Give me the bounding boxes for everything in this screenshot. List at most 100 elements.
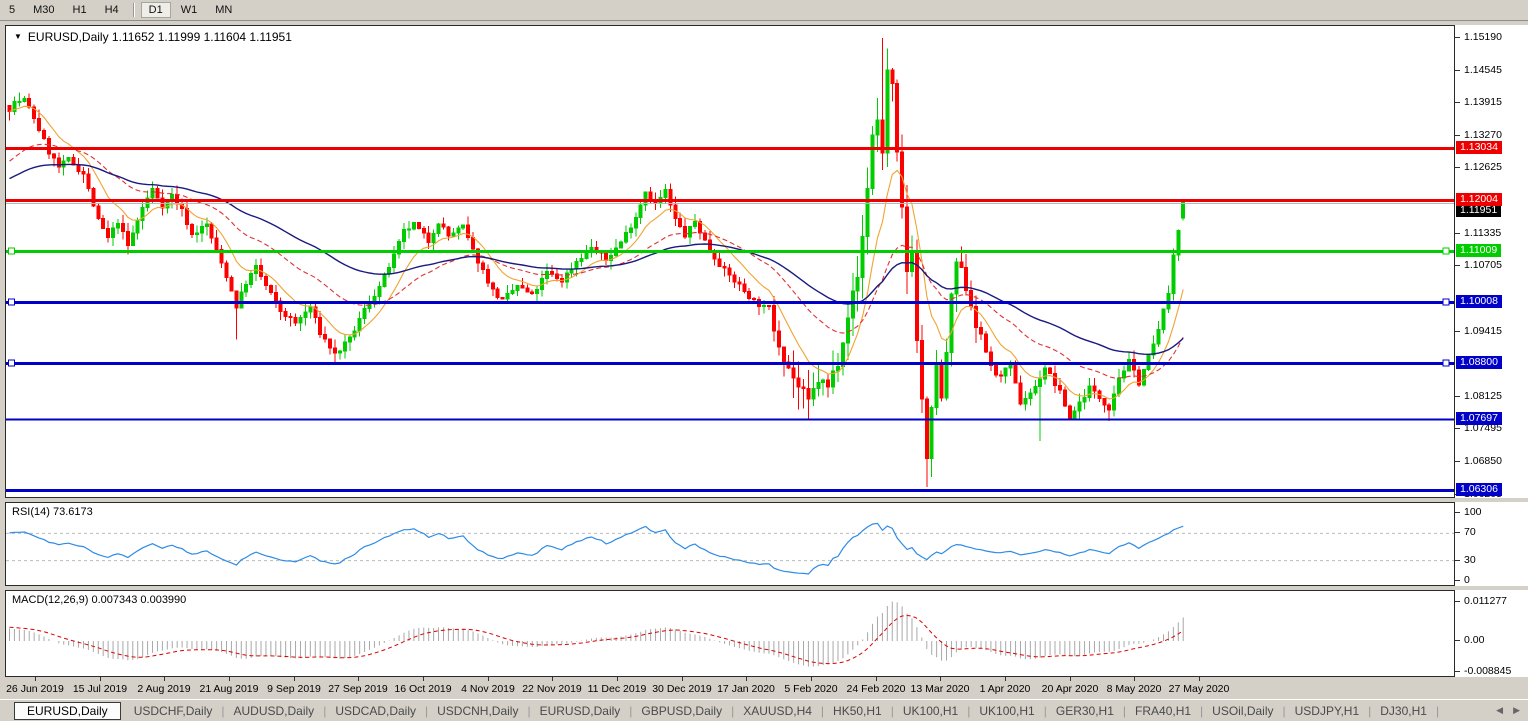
- chart-tab-usdjpy-h1-14[interactable]: USDJPY,H1: [1294, 703, 1360, 718]
- date-tick-label: 11 Dec 2019: [587, 683, 647, 695]
- rsi-tick-label: 70: [1464, 526, 1476, 538]
- line-handle[interactable]: [8, 298, 15, 306]
- rsi-tick-label: 100: [1464, 506, 1482, 518]
- line-handle[interactable]: [8, 247, 15, 255]
- date-tick: [1005, 677, 1006, 681]
- date-tick-label: 9 Sep 2019: [267, 683, 321, 695]
- chart-tab-usdchf-daily-1[interactable]: USDCHF,Daily: [133, 703, 213, 718]
- rsi-tick-label: 30: [1464, 554, 1476, 566]
- timeframe-button-mn[interactable]: MN: [215, 4, 233, 16]
- timeframe-button-w1[interactable]: W1: [180, 4, 198, 16]
- chart-tab-dj30-h1-15[interactable]: DJ30,H1: [1380, 703, 1427, 718]
- timeframe-button-5[interactable]: 5: [9, 4, 16, 16]
- macd-tick-label: -0.008845: [1464, 665, 1512, 677]
- chart-tab-usoil-daily-13[interactable]: USOil,Daily: [1212, 703, 1274, 718]
- line-handle[interactable]: [1442, 247, 1450, 255]
- tab-divider: |: [1368, 703, 1372, 718]
- date-tick-label: 4 Nov 2019: [461, 683, 515, 695]
- price-line-label: 1.07697: [1456, 412, 1502, 425]
- timeframe-button-m30[interactable]: M30: [33, 4, 55, 16]
- axis-tick: [1455, 560, 1460, 561]
- tab-scroll-left-button[interactable]: ◀: [1496, 705, 1504, 715]
- tab-divider: |: [890, 703, 894, 718]
- price-tick-label: 1.12625: [1464, 161, 1502, 173]
- chart-tab-usdcnh-daily-4[interactable]: USDCNH,Daily: [437, 703, 519, 718]
- chart-tab-eurusd-daily-0[interactable]: EURUSD,Daily: [14, 701, 121, 720]
- rsi-chart: [6, 522, 1454, 575]
- date-tick-label: 22 Nov 2019: [522, 683, 582, 695]
- rsi-label: RSI(14) 73.6173: [12, 506, 93, 518]
- chart-tab-uk100-h1-10[interactable]: UK100,H1: [979, 703, 1035, 718]
- axis-background: [1455, 502, 1528, 586]
- date-tick-label: 2 Aug 2019: [137, 683, 191, 695]
- axis-tick: [1455, 331, 1460, 332]
- axis-tick: [1455, 512, 1460, 513]
- tab-divider: |: [629, 703, 633, 718]
- price-tick-label: 1.11335: [1464, 227, 1502, 239]
- date-tick-label: 1 Apr 2020: [979, 683, 1031, 695]
- date-tick-label: 13 Mar 2020: [910, 683, 970, 695]
- timeframe-button-h4[interactable]: H4: [104, 4, 119, 16]
- chart-tab-usdcad-daily-3[interactable]: USDCAD,Daily: [335, 703, 416, 718]
- axis-tick: [1455, 135, 1460, 136]
- date-tick-label: 17 Jan 2020: [717, 683, 775, 695]
- date-tick-label: 15 Jul 2019: [72, 683, 128, 695]
- date-tick-label: 21 Aug 2019: [199, 683, 259, 695]
- price-line-label: 1.11009: [1456, 244, 1502, 257]
- axis-tick: [1455, 532, 1460, 533]
- chart-tab-ger30-h1-11[interactable]: GER30,H1: [1055, 703, 1114, 718]
- axis-tick: [1455, 580, 1460, 581]
- date-tick-label: 16 Oct 2019: [394, 683, 452, 695]
- symbol-marker-icon: ▼: [14, 32, 22, 41]
- date-tick-label: 26 Jun 2019: [6, 683, 64, 695]
- date-tick: [1070, 677, 1071, 681]
- chart-title: ▼ EURUSD,Daily 1.11652 1.11999 1.11604 1…: [14, 30, 292, 44]
- chart-tab-eurusd-daily-5[interactable]: EURUSD,Daily: [539, 703, 621, 718]
- date-tick: [876, 677, 877, 681]
- axis-tick: [1455, 70, 1460, 71]
- chart-tab-uk100-h1-9[interactable]: UK100,H1: [902, 703, 959, 718]
- tab-divider: |: [967, 703, 971, 718]
- ma-mid-line: [9, 143, 1184, 379]
- tab-divider: |: [1435, 703, 1440, 718]
- chart-tab-hk50-h1-8[interactable]: HK50,H1: [833, 703, 882, 718]
- tab-scroll-controls: ◀ ▶: [1478, 705, 1520, 716]
- axis-tick: [1455, 428, 1460, 429]
- date-tick: [358, 677, 359, 681]
- macd-label: MACD(12,26,9) 0.007343 0.003990: [12, 594, 187, 606]
- axis-tick: [1455, 640, 1460, 641]
- tab-divider: |: [1122, 703, 1127, 718]
- date-tick-label: 27 Sep 2019: [328, 683, 388, 695]
- price-line-label: 1.13034: [1456, 141, 1502, 154]
- tab-scroll-right-button[interactable]: ▶: [1513, 705, 1520, 715]
- chart-tab-fra40-h1-12[interactable]: FRA40,H1: [1135, 703, 1192, 718]
- price-tick-label: 1.07495: [1464, 422, 1502, 434]
- chart-title-text: EURUSD,Daily 1.11652 1.11999 1.11604 1.1…: [27, 30, 292, 44]
- chart-tab-audusd-daily-2[interactable]: AUDUSD,Daily: [233, 703, 315, 718]
- chart-tab-gbpusd-daily-6[interactable]: GBPUSD,Daily: [641, 703, 723, 718]
- line-handle[interactable]: [1442, 359, 1450, 367]
- tab-divider: |: [323, 703, 327, 718]
- timeframe-button-h1[interactable]: H1: [72, 4, 87, 16]
- line-handle[interactable]: [1442, 298, 1450, 306]
- axis-tick: [1455, 233, 1460, 234]
- macd-histogram: [9, 601, 1184, 667]
- date-tick: [164, 677, 165, 681]
- date-tick: [35, 677, 36, 681]
- tab-divider: |: [820, 703, 825, 718]
- axis-tick: [1455, 102, 1460, 103]
- chart-tab-xauusd-h4-7[interactable]: XAUUSD,H4: [743, 703, 812, 718]
- date-tick: [423, 677, 424, 681]
- date-tick: [552, 677, 553, 681]
- toolbar-separator: [132, 3, 135, 17]
- macd-tick-label: 0.011277: [1464, 595, 1508, 607]
- rsi-line: [9, 522, 1184, 575]
- date-tick: [617, 677, 618, 681]
- timeframe-button-d1[interactable]: D1: [140, 2, 171, 18]
- line-handle[interactable]: [8, 359, 15, 367]
- price-tick-label: 1.15190: [1464, 31, 1502, 43]
- date-tick: [294, 677, 295, 681]
- macd-panel[interactable]: MACD(12,26,9) 0.007343 0.003990: [5, 590, 1455, 677]
- rsi-panel[interactable]: RSI(14) 73.6173: [5, 502, 1455, 586]
- main-chart-panel[interactable]: ▼ EURUSD,Daily 1.11652 1.11999 1.11604 1…: [5, 25, 1455, 498]
